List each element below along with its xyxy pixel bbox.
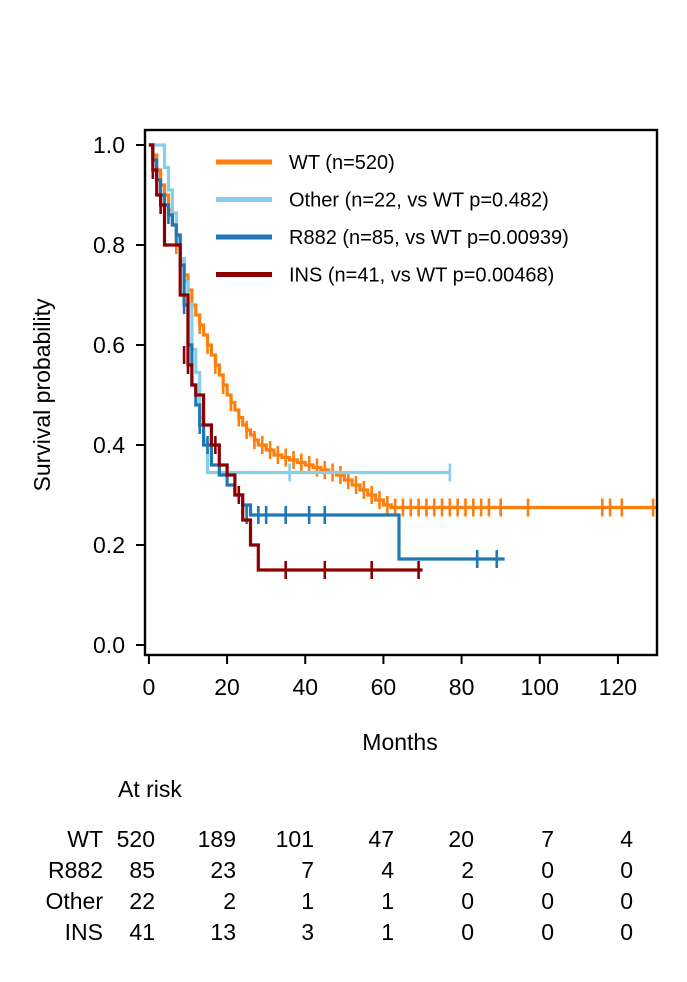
legend-label-2: R882 (n=85, vs WT p=0.00939) xyxy=(289,227,569,249)
x-axis-label: Months xyxy=(362,729,437,755)
at-risk-row-label: INS xyxy=(64,919,103,945)
x-tick-label-2: 40 xyxy=(292,674,318,700)
at-risk-cell: 2 xyxy=(223,888,236,914)
at-risk-cell: 0 xyxy=(541,919,554,945)
at-risk-cell: 520 xyxy=(116,826,155,852)
y-axis-label: Survival probability xyxy=(29,298,55,492)
at-risk-row-label: WT xyxy=(67,826,103,852)
at-risk-title: At risk xyxy=(118,776,182,802)
at-risk-cell: 4 xyxy=(620,826,633,852)
y-tick-label-3: 0.6 xyxy=(93,332,125,358)
legend-label-3: INS (n=41, vs WT p=0.00468) xyxy=(289,265,554,287)
x-tick-label-5: 100 xyxy=(521,674,559,700)
series-group xyxy=(148,143,657,579)
at-risk-cell: 4 xyxy=(381,857,394,883)
at-risk-cell: 0 xyxy=(541,888,554,914)
at-risk-cell: 7 xyxy=(301,857,314,883)
at-risk-cell: 85 xyxy=(129,857,155,883)
at-risk-cell: 20 xyxy=(448,826,474,852)
legend: WT (n=520) Other (n=22, vs WT p=0.482) R88… xyxy=(216,152,569,287)
at-risk-cell: 41 xyxy=(129,919,155,945)
x-tick-label-1: 20 xyxy=(214,674,240,700)
at-risk-cell: 0 xyxy=(620,857,633,883)
at-risk-cell: 1 xyxy=(301,888,314,914)
at-risk-row-label: Other xyxy=(45,888,103,914)
x-tick-label-3: 60 xyxy=(371,674,397,700)
y-tick-label-5: 1.0 xyxy=(93,132,125,158)
y-tick-label-4: 0.8 xyxy=(93,232,125,258)
x-tick-label-4: 80 xyxy=(449,674,475,700)
at-risk-row-other: Other 22 2 1 1 0 0 0 xyxy=(0,888,687,918)
y-tick-label-0: 0.0 xyxy=(93,632,125,658)
plot-frame xyxy=(143,128,659,657)
axes: 0 20 40 60 80 100 120 0.0 0.2 0.4 0.6 0.8 1.0 xyxy=(93,128,659,700)
legend-label-0: WT (n=520) xyxy=(289,152,395,174)
at-risk-cell: 1 xyxy=(381,919,394,945)
at-risk-cell: 23 xyxy=(210,857,236,883)
at-risk-cell: 0 xyxy=(461,888,474,914)
legend-label-1: Other (n=22, vs WT p=0.482) xyxy=(289,190,549,212)
at-risk-row-wt: WT 520 189 101 47 20 7 4 xyxy=(0,826,687,856)
at-risk-cell: 3 xyxy=(301,919,314,945)
at-risk-cell: 0 xyxy=(461,919,474,945)
at-risk-row-label: R882 xyxy=(48,857,103,883)
survival-chart: WT (n=520) Other (n=22, vs WT p=0.482) R88… xyxy=(29,128,659,755)
at-risk-row-r882: R882 85 23 7 4 2 0 0 xyxy=(0,857,687,887)
at-risk-cell: 13 xyxy=(210,919,236,945)
at-risk-cell: 1 xyxy=(381,888,394,914)
at-risk-cell: 101 xyxy=(275,826,314,852)
x-tick-label-0: 0 xyxy=(143,674,156,700)
y-tick-label-1: 0.2 xyxy=(93,532,125,558)
at-risk-cell: 47 xyxy=(368,826,394,852)
x-tick-label-6: 120 xyxy=(599,674,637,700)
at-risk-cell: 22 xyxy=(129,888,155,914)
at-risk-cell: 2 xyxy=(461,857,474,883)
at-risk-cell: 189 xyxy=(197,826,236,852)
plot-area xyxy=(148,143,657,579)
at-risk-cell: 0 xyxy=(620,888,633,914)
at-risk-cell: 0 xyxy=(541,857,554,883)
at-risk-cell: 7 xyxy=(541,826,554,852)
at-risk-row-ins: INS 41 13 3 1 0 0 0 xyxy=(0,919,687,949)
y-tick-label-2: 0.4 xyxy=(93,432,125,458)
at-risk-cell: 0 xyxy=(620,919,633,945)
